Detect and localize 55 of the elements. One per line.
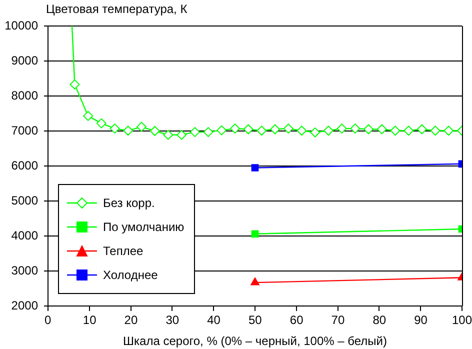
legend-label: По умолчанию xyxy=(103,220,184,234)
point xyxy=(163,130,174,140)
point xyxy=(310,127,320,138)
point xyxy=(270,124,280,134)
point xyxy=(83,110,94,121)
x-tick-label: 90 xyxy=(414,313,428,327)
y-tick-label: 7000 xyxy=(11,123,38,138)
x-tick-label: 100 xyxy=(452,313,472,327)
x-tick-label: 60 xyxy=(290,313,304,327)
legend-label: Без корр. xyxy=(103,196,155,210)
x-axis-title: Шкала серого, % (0% – черный, 100% – белый) xyxy=(123,334,387,348)
x-tick-label: 40 xyxy=(207,313,220,327)
point xyxy=(256,126,267,136)
x-tick-label: 30 xyxy=(166,313,180,327)
point xyxy=(96,118,106,128)
legend-label: Холоднее xyxy=(103,268,158,282)
point xyxy=(350,124,360,134)
y-tick-label: 6000 xyxy=(11,158,38,172)
y-tick-label: 10000 xyxy=(4,18,38,32)
y-tick-label: 4000 xyxy=(11,228,38,242)
point xyxy=(70,79,80,90)
x-tick-label: 80 xyxy=(372,313,386,327)
y-tick-label: 2000 xyxy=(11,298,38,312)
point xyxy=(176,130,187,140)
point xyxy=(430,126,440,136)
point xyxy=(123,126,134,136)
point xyxy=(230,124,240,134)
y-tick-label: 3000 xyxy=(11,263,38,278)
point xyxy=(323,126,334,136)
point xyxy=(296,126,307,136)
x-tick-label: 20 xyxy=(124,313,138,327)
x-tick-label: 0 xyxy=(44,313,52,327)
x-tick-label: 70 xyxy=(331,313,345,327)
x-tick-label: 50 xyxy=(248,313,262,327)
x-tick-label: 10 xyxy=(82,313,96,327)
point xyxy=(416,124,427,134)
point xyxy=(404,126,414,136)
y-axis-title: Цветовая температура, К xyxy=(46,2,188,16)
point xyxy=(243,124,254,134)
point xyxy=(110,124,120,134)
y-tick-label: 9000 xyxy=(11,53,38,68)
point xyxy=(203,127,214,138)
y-tick-label: 5000 xyxy=(11,193,38,208)
y-tick-label: 8000 xyxy=(11,88,38,102)
point xyxy=(283,124,294,134)
point xyxy=(390,126,400,136)
point xyxy=(336,124,347,134)
legend-label: Теплее xyxy=(103,244,144,258)
point xyxy=(150,126,160,136)
point xyxy=(216,125,227,136)
point xyxy=(190,127,200,138)
point xyxy=(444,126,454,136)
point xyxy=(376,124,387,134)
point xyxy=(364,124,374,134)
point xyxy=(136,122,146,132)
